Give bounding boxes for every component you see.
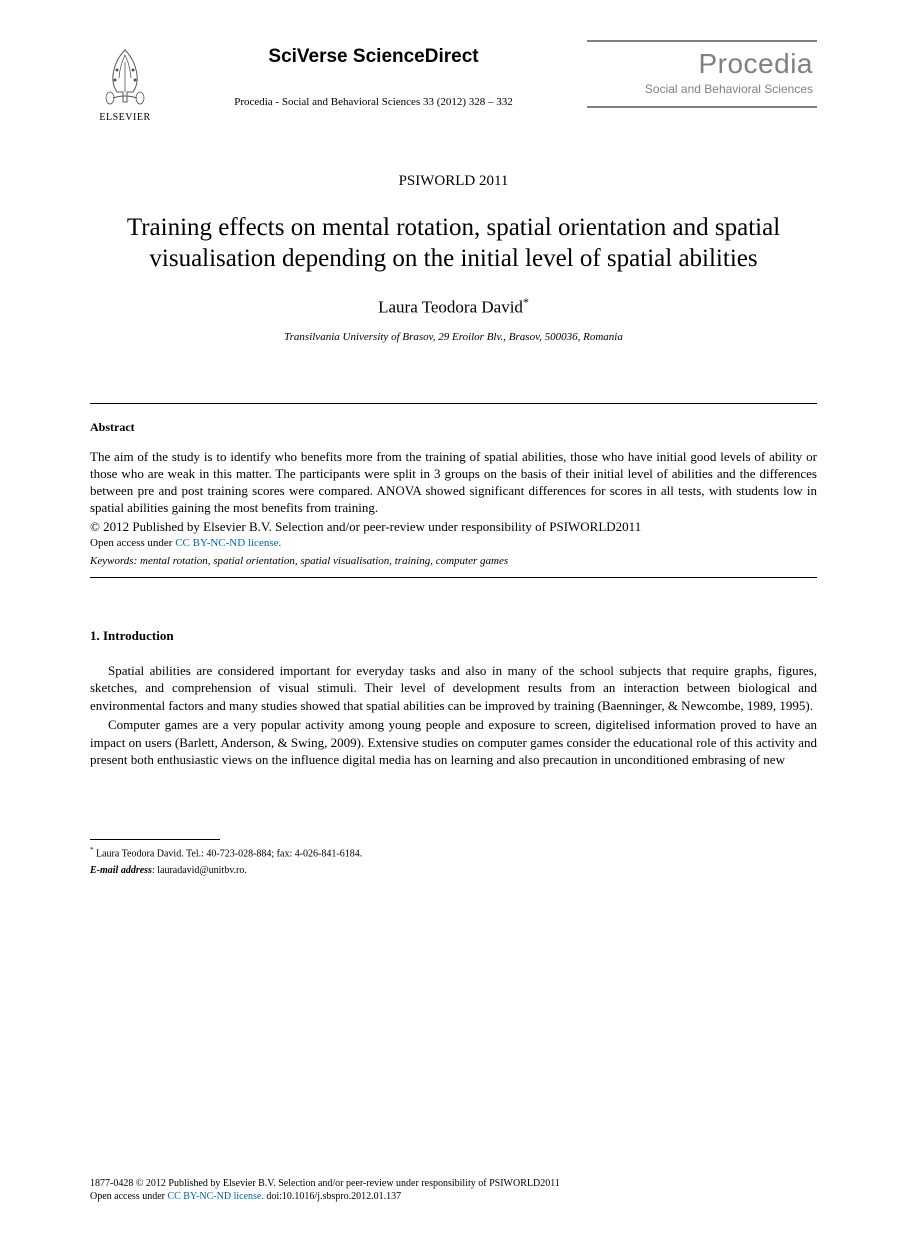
footer-open-access-prefix: Open access under [90, 1191, 167, 1202]
procedia-subtitle: Social and Behavioral Sciences [591, 82, 813, 96]
sciverse-brand: SciVerse ScienceDirect [160, 46, 587, 68]
abstract-heading: Abstract [90, 420, 817, 435]
section-1-heading: 1. Introduction [90, 628, 817, 644]
email-value: : lauradavid@unitbv.ro. [152, 865, 247, 876]
elsevier-tree-icon [95, 40, 155, 110]
keywords-line: Keywords: mental rotation, spatial orien… [90, 555, 817, 567]
article-title: Training effects on mental rotation, spa… [90, 212, 817, 275]
intro-para-1: Spatial abilities are considered importa… [90, 662, 817, 715]
keywords-label: Keywords: [90, 555, 137, 567]
footer-license-link[interactable]: CC BY-NC-ND license. [167, 1191, 263, 1202]
abstract-copyright: © 2012 Published by Elsevier B.V. Select… [90, 519, 817, 535]
footnote-rule [90, 839, 220, 840]
citation-line: Procedia - Social and Behavioral Science… [160, 96, 587, 108]
procedia-box: Procedia Social and Behavioral Sciences [587, 40, 817, 108]
abstract-body: The aim of the study is to identify who … [90, 449, 817, 517]
elsevier-logo-block: ELSEVIER [90, 40, 160, 123]
license-link[interactable]: CC BY-NC-ND license. [175, 537, 281, 549]
sciverse-prefix: SciVerse [268, 46, 353, 67]
header-row: ELSEVIER SciVerse ScienceDirect Procedia… [90, 40, 817, 123]
author-line: Laura Teodora David* [90, 295, 817, 318]
email-label: E-mail address [90, 865, 152, 876]
publisher-label: ELSEVIER [99, 112, 150, 123]
open-access-prefix: Open access under [90, 537, 175, 549]
footer-doi: doi:10.1016/j.sbspro.2012.01.137 [264, 1191, 401, 1202]
author-name: Laura Teodora David [378, 297, 523, 316]
author-marker: * [523, 295, 529, 309]
intro-para-2: Computer games are a very popular activi… [90, 716, 817, 769]
sciencedirect-word: ScienceDirect [353, 46, 479, 67]
procedia-title: Procedia [591, 48, 813, 80]
procedia-block: Procedia Social and Behavioral Sciences [587, 40, 817, 108]
footnote-email: E-mail address: lauradavid@unitbv.ro. [90, 865, 817, 876]
rule-above-abstract [90, 403, 817, 404]
footnote-contact-text: Laura Teodora David. Tel.: 40-723-028-88… [94, 848, 363, 859]
footer-line-1: 1877-0428 © 2012 Published by Elsevier B… [90, 1178, 817, 1189]
page-footer: 1877-0428 © 2012 Published by Elsevier B… [90, 1178, 817, 1202]
footer-line-2: Open access under CC BY-NC-ND license. d… [90, 1191, 817, 1202]
keywords-text: mental rotation, spatial orientation, sp… [137, 555, 508, 567]
rule-below-keywords [90, 577, 817, 578]
affiliation: Transilvania University of Brasov, 29 Er… [90, 331, 817, 343]
center-header: SciVerse ScienceDirect Procedia - Social… [160, 40, 587, 108]
abstract-open-access: Open access under CC BY-NC-ND license. [90, 537, 817, 549]
footnote-contact: * Laura Teodora David. Tel.: 40-723-028-… [90, 846, 817, 859]
conference-name: PSIWORLD 2011 [90, 173, 817, 190]
